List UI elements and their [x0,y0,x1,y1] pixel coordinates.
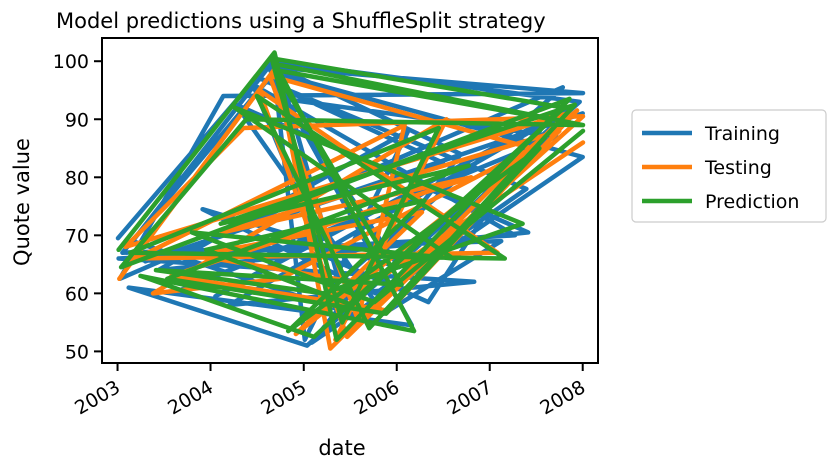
legend-label-training: Training [704,123,780,145]
legend-label-testing: Testing [704,157,772,179]
legend-label-prediction: Prediction [705,191,799,213]
x-axis-label: date [318,436,365,460]
chart-title: Model predictions using a ShuffleSplit s… [56,9,546,33]
x-tick-label: 2004 [164,376,217,419]
y-axis-label: Quote value [10,138,34,266]
legend: Training Testing Prediction [631,109,827,223]
series-line-prediction [116,50,586,343]
axes-frame [101,37,599,364]
y-axis: 50 60 70 80 90 100 [53,51,102,363]
series-layer [115,50,586,351]
y-tick-label: 50 [65,341,89,363]
y-tick-label: 90 [65,109,89,131]
y-tick-label: 70 [65,225,89,247]
legend-box [631,109,827,223]
x-tick-label: 2008 [536,376,589,419]
x-axis: 2003 2004 2005 2006 2007 2008 [71,363,589,420]
x-tick-label: 2007 [443,376,496,419]
y-tick-label: 100 [53,51,89,73]
x-tick-label: 2005 [257,376,310,419]
x-tick-label: 2006 [350,376,403,419]
x-tick-label: 2003 [71,376,124,419]
y-tick-label: 60 [65,283,89,305]
y-tick-label: 80 [65,167,89,189]
